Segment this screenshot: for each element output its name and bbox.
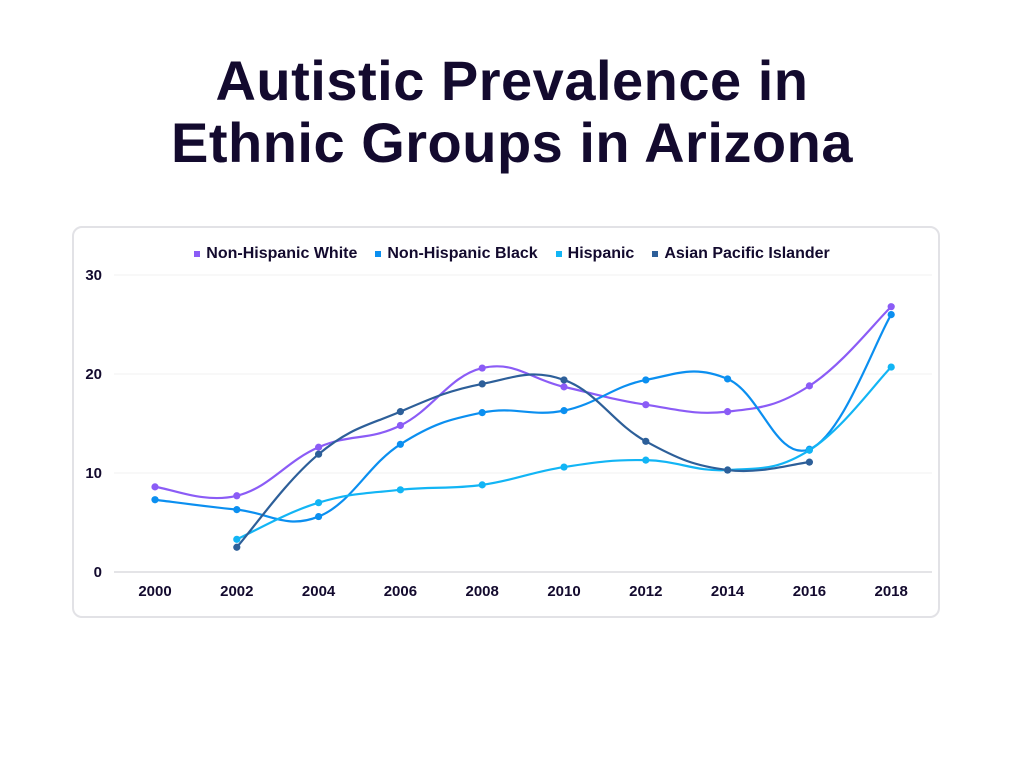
data-point[interactable] (560, 383, 568, 391)
data-point[interactable] (315, 499, 323, 507)
y-tick-label: 0 (94, 564, 102, 581)
data-point[interactable] (724, 375, 732, 383)
data-point[interactable] (805, 458, 814, 466)
data-point[interactable] (560, 376, 568, 384)
data-point[interactable] (642, 456, 650, 464)
chart-title: Autistic Prevalence in Ethnic Groups in … (0, 50, 1024, 174)
series-line-asian-pacific-islander (235, 373, 811, 549)
data-point[interactable] (478, 409, 486, 417)
legend-label: Non-Hispanic White (206, 245, 358, 262)
y-tick-label: 10 (85, 465, 102, 482)
data-point[interactable] (233, 535, 241, 543)
data-point[interactable] (642, 437, 650, 445)
x-tick-label: 2002 (220, 583, 253, 600)
legend-item-non-hispanic-black[interactable]: Non-Hispanic Black (375, 245, 538, 263)
data-point[interactable] (887, 363, 895, 371)
chart-title-line-2: Ethnic Groups in Arizona (171, 111, 853, 174)
x-tick-label: 2006 (384, 583, 417, 600)
data-point[interactable] (151, 496, 159, 504)
data-point[interactable] (560, 407, 568, 415)
data-point[interactable] (478, 380, 486, 388)
data-point[interactable] (805, 446, 814, 454)
y-tick-label: 30 (85, 267, 102, 284)
legend-label: Hispanic (567, 245, 635, 262)
x-tick-label: 2004 (302, 583, 336, 600)
chart-title-line-1: Autistic Prevalence in (215, 49, 809, 112)
data-point[interactable] (233, 543, 241, 551)
series-line-hispanic (235, 365, 893, 541)
data-point[interactable] (233, 492, 241, 500)
y-tick-label: 20 (85, 366, 102, 383)
data-point[interactable] (396, 440, 404, 448)
data-point[interactable] (233, 506, 241, 514)
legend-item-asian-pacific-islander[interactable]: Asian Pacific Islander (652, 245, 830, 263)
legend-swatch-icon (194, 251, 201, 257)
series-line-non-hispanic-white (153, 305, 893, 500)
legend-item-hispanic[interactable]: Hispanic (555, 245, 635, 263)
data-point[interactable] (642, 376, 650, 384)
x-tick-label: 2016 (793, 583, 826, 600)
legend-swatch-icon (652, 251, 659, 257)
data-point[interactable] (151, 483, 159, 491)
x-tick-label: 2000 (138, 583, 171, 600)
data-point[interactable] (315, 512, 323, 521)
data-point[interactable] (315, 443, 323, 451)
x-tick-label: 2018 (875, 583, 908, 600)
data-point[interactable] (887, 303, 895, 311)
data-point[interactable] (887, 311, 895, 319)
chart-card (72, 226, 940, 618)
x-tick-label: 2012 (629, 583, 662, 600)
data-point[interactable] (315, 450, 323, 458)
data-point[interactable] (396, 421, 404, 430)
data-point[interactable] (478, 481, 486, 489)
data-point[interactable] (396, 408, 404, 416)
x-tick-label: 2014 (711, 583, 745, 600)
data-point[interactable] (805, 382, 814, 390)
x-tick-label: 2008 (466, 583, 499, 600)
series-line-non-hispanic-black (153, 313, 893, 523)
legend-item-non-hispanic-white[interactable]: Non-Hispanic White (194, 245, 357, 263)
legend-label: Asian Pacific Islander (664, 245, 830, 262)
legend-swatch-icon (375, 251, 382, 257)
data-point[interactable] (642, 401, 650, 409)
x-tick-label: 2010 (547, 583, 580, 600)
data-point[interactable] (560, 463, 568, 471)
data-point[interactable] (478, 364, 486, 372)
data-point[interactable] (724, 408, 732, 416)
chart-legend: Non-Hispanic White Non-Hispanic Black Hi… (0, 245, 1024, 263)
legend-label: Non-Hispanic Black (387, 245, 538, 262)
data-point[interactable] (396, 486, 404, 494)
legend-swatch-icon (555, 251, 562, 257)
data-point[interactable] (724, 466, 732, 474)
